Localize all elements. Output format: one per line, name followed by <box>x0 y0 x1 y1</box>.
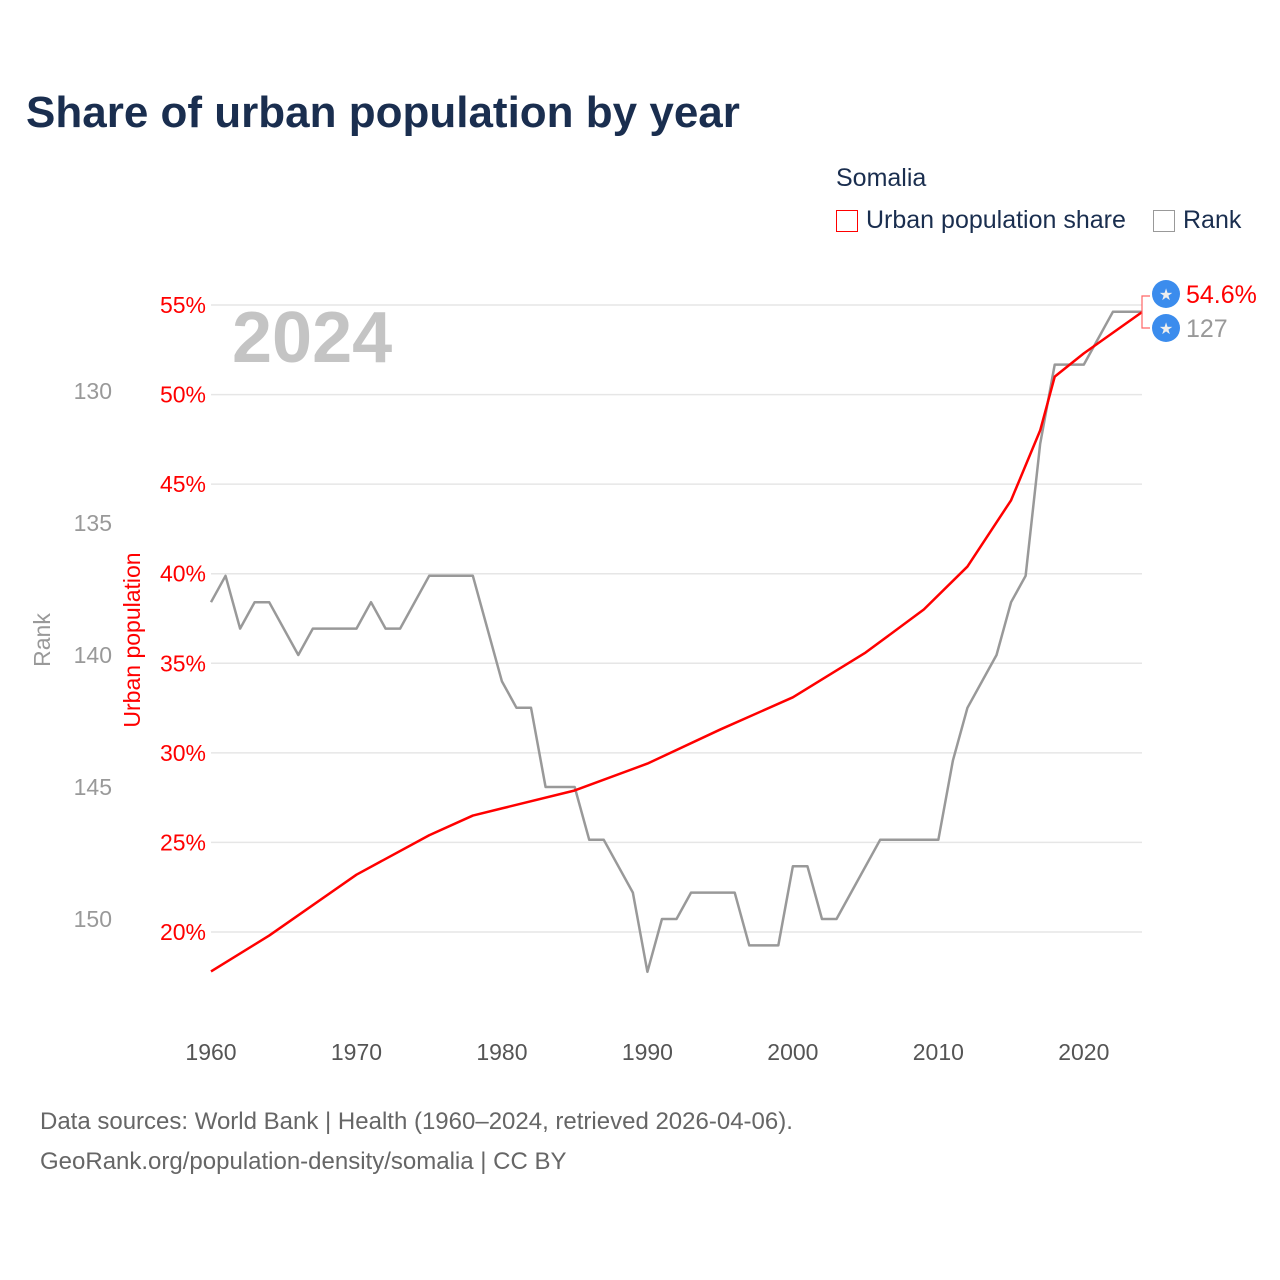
star-badge <box>1152 280 1180 308</box>
legend-swatch-rank <box>1153 209 1175 232</box>
x-tick-label: 1970 <box>331 1039 382 1065</box>
x-tick-label: 1980 <box>476 1039 527 1065</box>
legend-swatch-urban <box>836 209 858 232</box>
rank-tick-label: 140 <box>74 642 112 668</box>
source-line-1: Data sources: World Bank | Health (1960–… <box>40 1108 793 1135</box>
rank-tick-label: 150 <box>74 906 112 932</box>
urban-tick-label: 35% <box>160 650 206 676</box>
x-tick-label: 2010 <box>913 1039 964 1065</box>
end-label-rank: 127 <box>1186 315 1228 343</box>
star-icon: ★ <box>1159 319 1173 338</box>
urban-axis-title: Urban population <box>119 552 145 727</box>
star-badge <box>1152 314 1180 342</box>
legend-item-urban[interactable]: Urban population share <box>836 206 1126 235</box>
year-watermark: 2024 <box>232 298 392 378</box>
urban-tick-label: 20% <box>160 919 206 945</box>
urban-tick-label: 40% <box>160 561 206 587</box>
legend-item-rank[interactable]: Rank <box>1153 206 1241 235</box>
x-tick-label: 1990 <box>622 1039 673 1065</box>
chart-title: Share of urban population by year <box>26 88 740 137</box>
urban-tick-label: 30% <box>160 740 206 766</box>
urban-tick-label: 25% <box>160 829 206 855</box>
rank-axis-title: Rank <box>29 613 55 667</box>
legend-label-urban: Urban population share <box>866 206 1126 234</box>
x-tick-label: 2000 <box>767 1039 818 1065</box>
urban-tick-label: 55% <box>160 292 206 318</box>
rank-tick-label: 130 <box>74 378 112 404</box>
end-label-connector <box>1141 295 1150 329</box>
rank-tick-label: 135 <box>74 510 112 536</box>
star-icon: ★ <box>1159 285 1173 304</box>
end-label-urban: 54.6% <box>1186 281 1257 309</box>
x-tick-label: 1960 <box>185 1039 236 1065</box>
urban-tick-label: 45% <box>160 471 206 497</box>
x-tick-label: 2020 <box>1058 1039 1109 1065</box>
legend-country: Somalia <box>836 164 927 192</box>
legend-label-rank: Rank <box>1183 206 1242 234</box>
urban-tick-label: 50% <box>160 382 206 408</box>
source-line-2[interactable]: GeoRank.org/population-density/somalia |… <box>40 1148 567 1175</box>
series-line-rank <box>209 310 1142 974</box>
series-line-urban <box>210 311 1143 973</box>
rank-tick-label: 145 <box>74 774 112 800</box>
